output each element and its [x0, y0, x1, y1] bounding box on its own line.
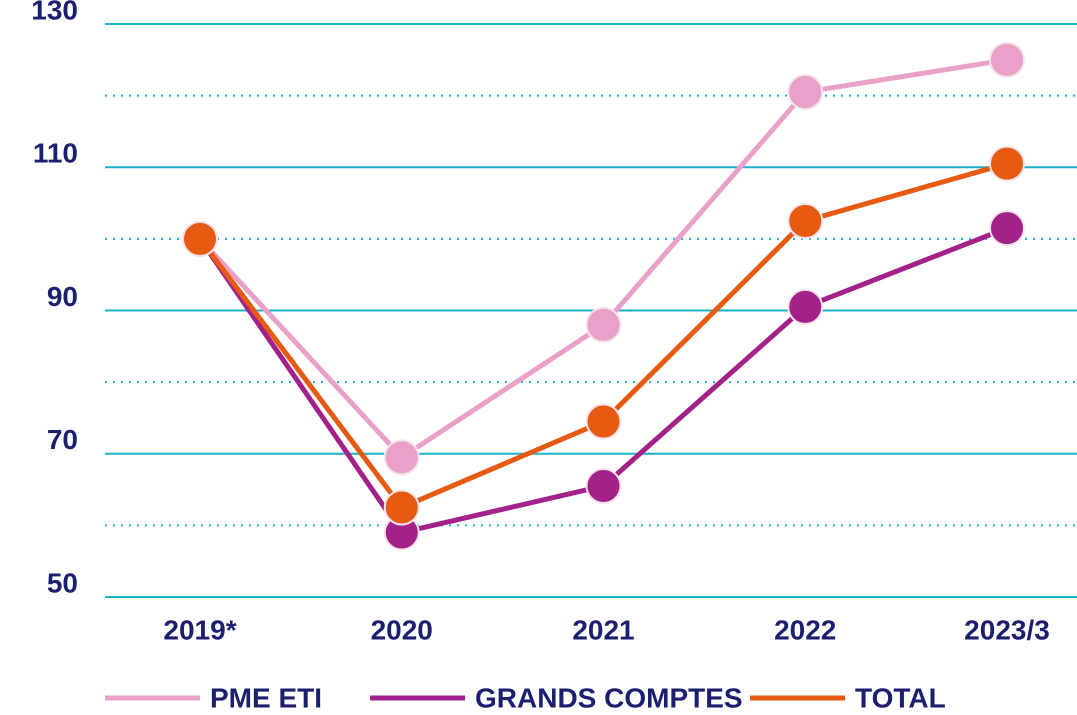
y-tick-label: 90 — [47, 281, 78, 312]
x-tick-label: 2023/3 — [964, 614, 1050, 645]
legend-label: PME ETI — [210, 682, 322, 713]
y-tick-label: 130 — [31, 0, 78, 25]
data-point — [787, 202, 824, 239]
data-point — [989, 41, 1025, 78]
x-tick-label: 2021 — [572, 614, 634, 645]
data-point — [383, 439, 420, 476]
legend-label: TOTAL — [855, 682, 946, 713]
data-point — [787, 74, 824, 111]
x-tick-label: 2020 — [371, 614, 433, 645]
legend-label: GRANDS COMPTES — [475, 682, 743, 713]
data-point — [585, 403, 622, 440]
data-point — [383, 489, 420, 526]
data-point — [585, 306, 622, 343]
data-point — [787, 288, 824, 325]
data-point — [182, 220, 218, 257]
x-tick-label: 2022 — [774, 614, 836, 645]
data-point — [585, 467, 622, 504]
data-point — [989, 145, 1025, 182]
y-tick-label: 50 — [47, 567, 78, 598]
x-tick-label: 2019* — [163, 614, 236, 645]
y-tick-label: 70 — [47, 424, 78, 455]
data-point — [989, 210, 1025, 247]
y-tick-label: 110 — [33, 138, 78, 169]
